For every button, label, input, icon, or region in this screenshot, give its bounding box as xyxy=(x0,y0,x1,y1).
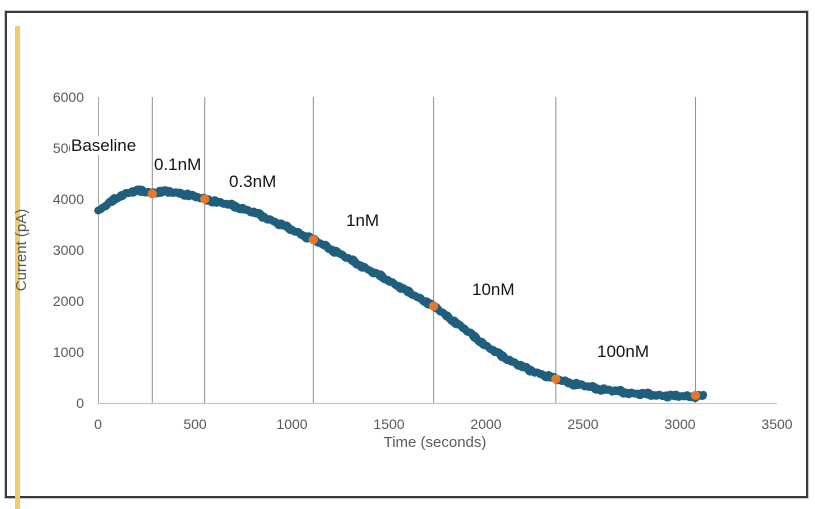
injection-marker xyxy=(429,301,439,311)
x-tick-label: 1000 xyxy=(276,416,308,432)
x-tick-label: 3000 xyxy=(664,416,696,432)
x-tick-label: 500 xyxy=(183,416,207,432)
annotation-0-1nm: 0.1nM xyxy=(153,155,203,174)
y-axis-title: Current (pA) xyxy=(13,208,30,292)
left-accent-stripe xyxy=(15,26,20,509)
y-tick-label: 1000 xyxy=(52,344,84,360)
x-tick-label: 1500 xyxy=(373,416,405,432)
x-tick-label: 2500 xyxy=(567,416,599,432)
y-tick-label: 4000 xyxy=(52,191,84,207)
annotation-0-3nm: 0.3nM xyxy=(228,172,278,191)
y-tick-label: 0 xyxy=(76,395,84,411)
x-tick-label: 0 xyxy=(94,416,102,432)
x-axis-title: Time (seconds) xyxy=(383,434,487,451)
injection-marker xyxy=(690,390,701,400)
chart-frame xyxy=(5,11,808,509)
annotation-1nm: 1nM xyxy=(345,211,381,230)
annotation-baseline: Baseline xyxy=(70,136,138,155)
trace-path xyxy=(94,186,707,402)
x-tick-label: 3500 xyxy=(761,416,793,432)
y-tick-label: 6000 xyxy=(52,89,84,105)
annotation-10nm: 10nM xyxy=(471,280,516,299)
injection-marker xyxy=(308,235,318,245)
trace-path xyxy=(94,185,708,403)
annotation-100nm: 100nM xyxy=(596,342,650,361)
injection-marker xyxy=(200,194,210,204)
injection-marker xyxy=(551,374,561,384)
injection-marker xyxy=(147,189,157,199)
x-tick-label: 2000 xyxy=(470,416,502,432)
y-tick-label: 2000 xyxy=(52,293,84,309)
y-tick-label: 3000 xyxy=(52,242,84,258)
